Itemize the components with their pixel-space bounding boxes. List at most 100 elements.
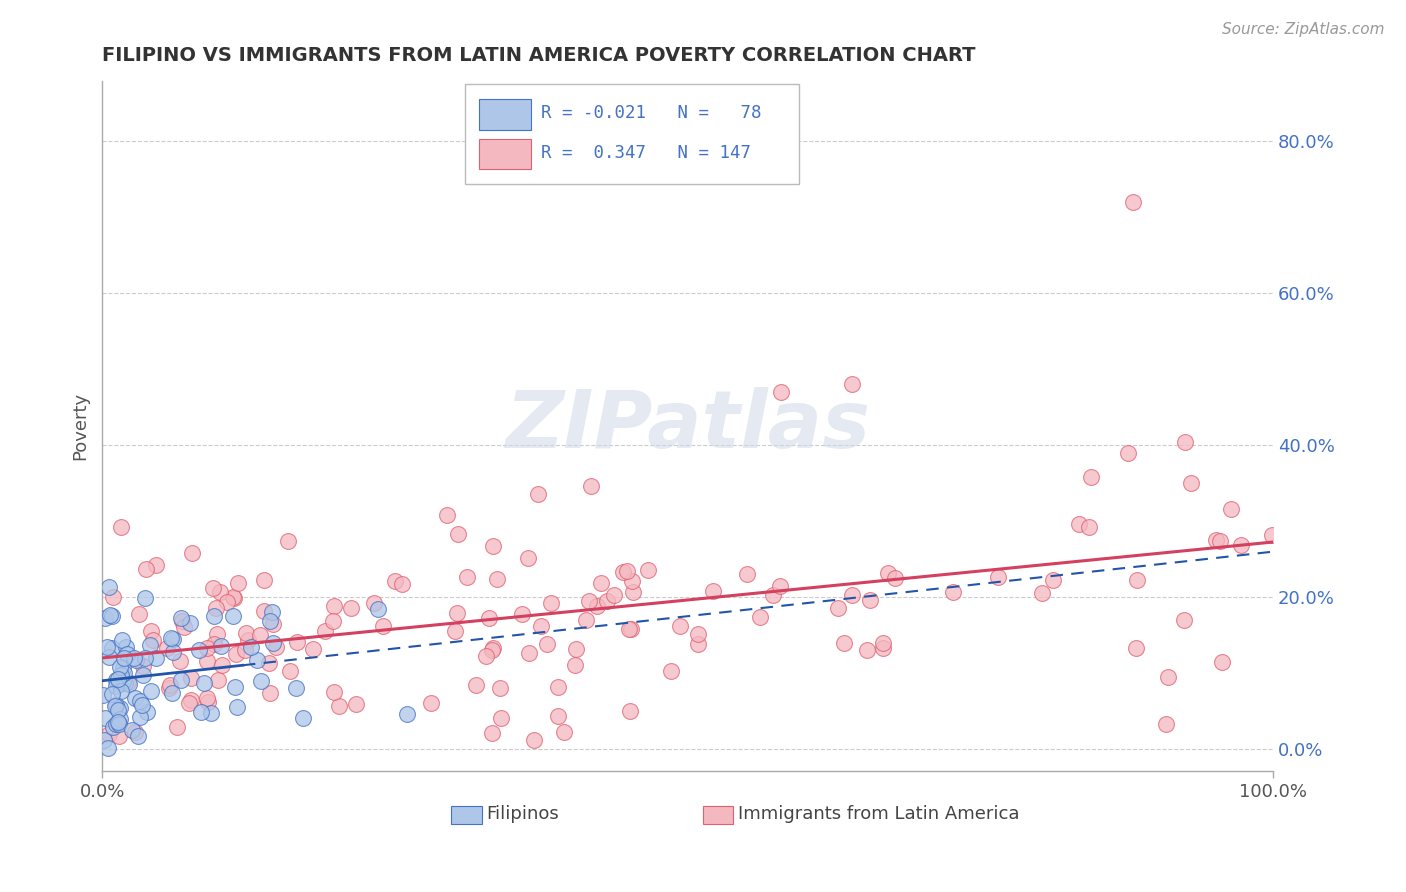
Point bbox=[253, 573, 276, 587]
Point bbox=[1116, 445, 1139, 459]
Point bbox=[240, 640, 263, 654]
Point bbox=[122, 651, 145, 665]
Point bbox=[98, 727, 121, 741]
Point bbox=[108, 660, 131, 674]
Point bbox=[127, 729, 149, 743]
Point bbox=[226, 576, 249, 591]
Point bbox=[202, 608, 225, 623]
Point bbox=[856, 643, 879, 657]
Point bbox=[619, 704, 641, 718]
Point bbox=[226, 699, 249, 714]
Point bbox=[619, 623, 641, 637]
Point bbox=[135, 706, 157, 720]
Point bbox=[94, 711, 117, 725]
Point bbox=[112, 650, 135, 665]
Point bbox=[118, 677, 141, 691]
Point bbox=[107, 715, 129, 730]
Point bbox=[553, 724, 575, 739]
FancyBboxPatch shape bbox=[479, 99, 531, 129]
Point bbox=[702, 584, 724, 599]
Point bbox=[262, 617, 284, 632]
Point bbox=[181, 546, 204, 560]
Point bbox=[465, 678, 488, 692]
Point bbox=[523, 733, 546, 747]
Point bbox=[259, 614, 281, 628]
Point bbox=[987, 570, 1010, 584]
Point bbox=[481, 643, 503, 657]
Point bbox=[371, 619, 394, 633]
Y-axis label: Poverty: Poverty bbox=[72, 392, 89, 460]
Point bbox=[107, 730, 129, 744]
Point bbox=[101, 687, 124, 701]
Point bbox=[637, 563, 659, 577]
Point bbox=[111, 661, 134, 675]
Point bbox=[770, 384, 793, 399]
Point bbox=[396, 707, 419, 722]
Point bbox=[529, 619, 551, 633]
Point bbox=[236, 633, 259, 648]
Point bbox=[131, 698, 153, 712]
Point bbox=[222, 590, 245, 604]
Point bbox=[233, 643, 256, 657]
Point bbox=[575, 613, 598, 627]
Point bbox=[96, 640, 118, 654]
Point bbox=[93, 733, 115, 747]
Point bbox=[157, 681, 180, 695]
Point bbox=[612, 565, 634, 579]
Point bbox=[620, 574, 643, 588]
Point bbox=[447, 527, 470, 541]
Point bbox=[91, 688, 114, 702]
Point bbox=[217, 594, 239, 608]
Text: R =  0.347   N = 147: R = 0.347 N = 147 bbox=[541, 145, 751, 162]
Point bbox=[128, 694, 150, 708]
Point bbox=[162, 632, 184, 646]
Point bbox=[827, 601, 849, 615]
Point bbox=[481, 726, 503, 740]
Point bbox=[134, 591, 156, 605]
Point bbox=[1219, 501, 1241, 516]
Point bbox=[170, 614, 193, 628]
Point bbox=[103, 590, 125, 604]
Point bbox=[262, 636, 284, 650]
Point bbox=[536, 637, 558, 651]
Point bbox=[323, 685, 346, 699]
Point bbox=[1205, 533, 1227, 547]
Point bbox=[686, 637, 709, 651]
Point bbox=[105, 679, 128, 693]
Point bbox=[1125, 641, 1147, 656]
Point bbox=[1211, 655, 1233, 669]
Point bbox=[225, 647, 247, 661]
Point bbox=[456, 570, 478, 584]
Point bbox=[111, 632, 134, 647]
Point bbox=[489, 681, 512, 695]
Point bbox=[166, 719, 188, 733]
Point bbox=[540, 596, 562, 610]
Point bbox=[1078, 520, 1101, 534]
Point bbox=[547, 709, 569, 723]
Point bbox=[160, 686, 183, 700]
Point bbox=[485, 572, 508, 586]
Point bbox=[669, 619, 692, 633]
Point bbox=[749, 610, 772, 624]
Point bbox=[344, 697, 367, 711]
Point bbox=[322, 599, 344, 613]
Point bbox=[314, 624, 336, 638]
Point bbox=[129, 710, 152, 724]
Point bbox=[246, 653, 269, 667]
Point bbox=[110, 683, 132, 698]
Point bbox=[589, 576, 612, 591]
Point bbox=[292, 711, 315, 725]
Point bbox=[170, 611, 193, 625]
Point bbox=[391, 577, 413, 591]
Point bbox=[200, 706, 222, 720]
Point bbox=[105, 673, 128, 687]
Point bbox=[367, 601, 389, 615]
Point bbox=[100, 608, 122, 623]
Point bbox=[156, 640, 179, 655]
Point bbox=[134, 650, 156, 665]
Point bbox=[257, 657, 280, 671]
Point bbox=[209, 639, 232, 653]
Point bbox=[841, 588, 863, 602]
Point bbox=[180, 693, 202, 707]
Point bbox=[659, 665, 682, 679]
